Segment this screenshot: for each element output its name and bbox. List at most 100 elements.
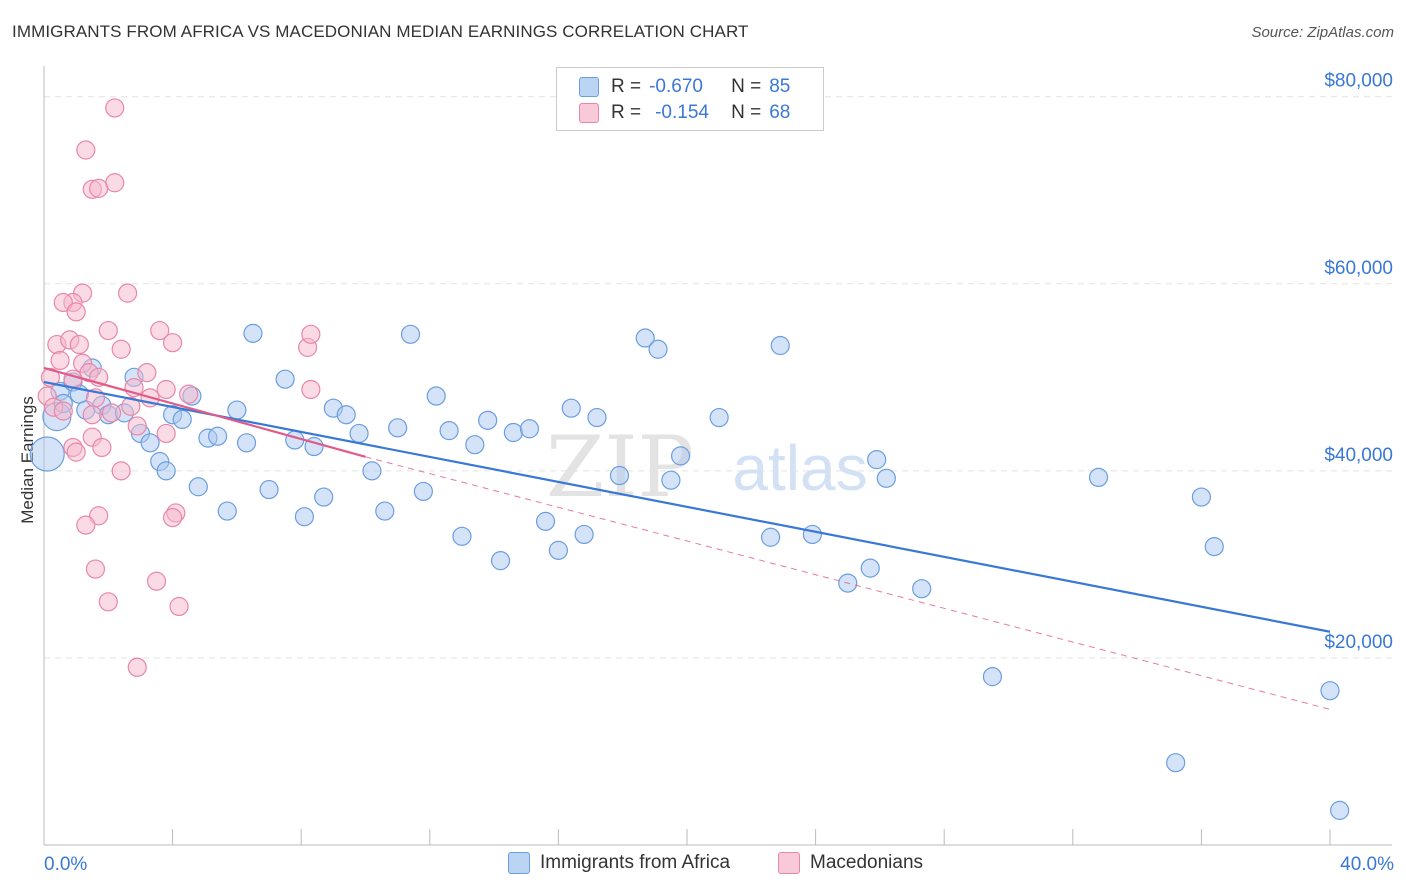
macedonian-point bbox=[89, 178, 109, 198]
africa-point bbox=[452, 526, 472, 546]
legend-n-value: 68 bbox=[769, 102, 791, 123]
africa-point bbox=[217, 501, 237, 521]
series-legend: Immigrants from Africa Macedonians bbox=[0, 852, 1406, 878]
stats-legend: R = -0.670 N = 85 R = -0.154 N = 68 bbox=[556, 67, 824, 131]
africa-point bbox=[802, 524, 822, 545]
africa-point bbox=[648, 339, 668, 359]
africa-point bbox=[503, 422, 523, 443]
macedonian-point bbox=[82, 405, 102, 425]
africa-point bbox=[574, 524, 594, 545]
macedonian-point bbox=[127, 657, 147, 677]
legend-item-africa[interactable]: Immigrants from Africa bbox=[508, 852, 730, 874]
africa-point bbox=[535, 511, 556, 531]
africa-point bbox=[29, 436, 65, 472]
africa-point bbox=[760, 527, 781, 547]
macedonian-point bbox=[111, 339, 131, 359]
macedonian-point bbox=[98, 592, 118, 612]
legend-row-macedonians: R = -0.154 N = 68 bbox=[579, 101, 790, 125]
africa-point bbox=[336, 405, 356, 425]
legend-label-macedonians: Macedonians bbox=[810, 852, 924, 873]
legend-swatch-africa bbox=[579, 77, 599, 97]
macedonian-point bbox=[150, 320, 170, 341]
africa-point bbox=[400, 324, 421, 344]
grid-layer bbox=[44, 96, 1392, 659]
africa-point bbox=[314, 487, 334, 507]
macedonian-point bbox=[163, 508, 183, 528]
africa-point bbox=[243, 323, 263, 343]
macedonian-point bbox=[101, 403, 122, 423]
y-tick-label: $80,000 bbox=[1324, 71, 1393, 92]
africa-point bbox=[236, 433, 257, 453]
legend-r-value: -0.670 bbox=[649, 76, 703, 97]
macedonian-point bbox=[66, 442, 86, 462]
trend-layer bbox=[43, 366, 1331, 710]
macedonian-point bbox=[179, 384, 199, 404]
africa-point bbox=[1320, 681, 1340, 701]
macedonian-point bbox=[92, 437, 112, 458]
africa-point bbox=[478, 410, 498, 430]
africa-point bbox=[490, 551, 511, 571]
macedonian-point bbox=[301, 379, 321, 400]
macedonian-point bbox=[169, 596, 189, 617]
africa-point bbox=[1191, 487, 1212, 507]
y-tick-label: $20,000 bbox=[1324, 632, 1393, 653]
africa-point bbox=[548, 540, 569, 560]
macedonian-point bbox=[137, 363, 157, 383]
africa-point bbox=[860, 558, 880, 578]
africa-point bbox=[661, 470, 681, 490]
africa-point bbox=[1204, 537, 1224, 557]
macedonian-point bbox=[66, 302, 86, 322]
chart-title: IMMIGRANTS FROM AFRICA VS MACEDONIAN MED… bbox=[12, 22, 749, 41]
africa-point bbox=[275, 369, 295, 389]
macedonian-point bbox=[146, 571, 167, 591]
africa-point bbox=[670, 446, 691, 466]
legend-item-macedonians[interactable]: Macedonians bbox=[778, 852, 923, 874]
africa-point bbox=[1088, 467, 1109, 488]
africa-point bbox=[770, 335, 790, 356]
legend-n-label: N = bbox=[731, 102, 762, 123]
africa-point bbox=[609, 465, 630, 486]
macedonian-point bbox=[76, 515, 96, 535]
africa-point bbox=[156, 461, 176, 481]
y-tick-label: $40,000 bbox=[1324, 445, 1393, 466]
watermark: ZIP atlas bbox=[546, 418, 868, 516]
africa-point bbox=[876, 468, 896, 488]
y-tick-label: $60,000 bbox=[1324, 258, 1393, 279]
legend-label-africa: Immigrants from Africa bbox=[540, 852, 731, 873]
africa-point bbox=[426, 386, 446, 406]
macedonian-point bbox=[117, 283, 138, 303]
macedonian-point bbox=[50, 350, 70, 371]
africa-point bbox=[1330, 800, 1350, 820]
points-layer bbox=[29, 98, 1350, 820]
macedonian-point bbox=[156, 423, 176, 444]
africa-point bbox=[1166, 753, 1186, 773]
macedonian-point bbox=[163, 333, 183, 353]
africa-point bbox=[172, 409, 192, 430]
africa-point bbox=[519, 419, 540, 439]
africa-point bbox=[413, 481, 433, 502]
africa-point bbox=[294, 507, 315, 527]
legend-r-label: R = bbox=[611, 102, 642, 123]
africa-point bbox=[635, 328, 655, 348]
legend-row-africa: R = -0.670 N = 85 bbox=[579, 75, 790, 99]
macedonian-point bbox=[121, 396, 141, 416]
africa-point bbox=[188, 477, 208, 497]
macedonian-point bbox=[127, 416, 147, 436]
macedonian-point bbox=[105, 98, 125, 118]
legend-swatch-africa bbox=[508, 852, 530, 874]
legend-swatch-macedonians bbox=[579, 103, 599, 123]
macedonian-trend-extension bbox=[365, 456, 1331, 710]
macedonian-point bbox=[53, 401, 73, 421]
africa-trend-line bbox=[43, 380, 1331, 633]
source-label: Source: ZipAtlas.com bbox=[1251, 24, 1394, 41]
legend-swatch-macedonians bbox=[778, 852, 800, 874]
macedonian-point bbox=[111, 461, 131, 481]
africa-point bbox=[227, 400, 247, 420]
africa-point bbox=[259, 479, 279, 500]
legend-n-value: 85 bbox=[769, 76, 791, 97]
africa-point bbox=[587, 407, 607, 428]
africa-point bbox=[388, 418, 408, 438]
africa-point bbox=[362, 461, 382, 481]
macedonian-point bbox=[105, 173, 125, 193]
